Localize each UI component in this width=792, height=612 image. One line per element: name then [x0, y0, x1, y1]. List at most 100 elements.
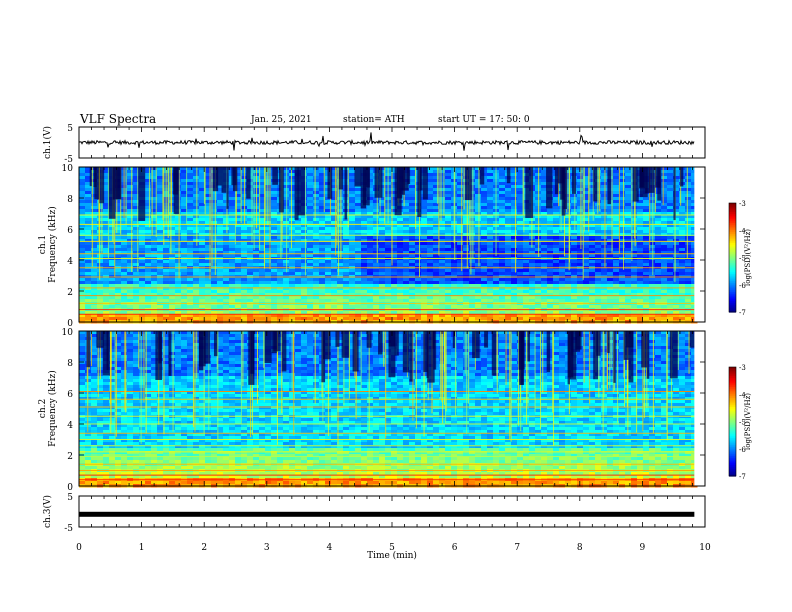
spectrogram-cell: [463, 200, 470, 204]
spectrogram-cell: [271, 206, 278, 210]
spectrogram-cell: [97, 203, 104, 207]
spectrogram-cell: [133, 242, 140, 246]
spectrogram-cell: [685, 194, 692, 198]
spectrogram-cell: [475, 167, 482, 171]
spectrogram-cell: [115, 200, 122, 204]
spectrogram-cell: [175, 251, 182, 255]
spectrogram-cell: [439, 272, 446, 276]
spectrogram-cell: [391, 200, 398, 204]
spectrogram-cell: [301, 299, 308, 303]
spectrogram-cell: [547, 248, 554, 252]
spectrogram-cell: [565, 194, 572, 198]
spectrogram-cell: [643, 263, 650, 267]
spectrogram-cell: [217, 293, 224, 297]
spectrogram-cell: [427, 206, 434, 210]
spectrogram-cell: [373, 209, 380, 213]
spectrogram-cell: [613, 194, 620, 198]
spectrogram-cell: [421, 212, 428, 216]
spectrogram-cell: [427, 263, 434, 267]
spectrogram-cell: [133, 188, 140, 192]
spectrogram-cell: [493, 290, 500, 294]
spectrogram-cell: [343, 218, 350, 222]
spectrogram-cell: [535, 296, 542, 300]
spectrogram-cell: [583, 242, 590, 246]
spectrogram-cell: [187, 191, 194, 195]
spectrogram-cell: [427, 179, 434, 183]
spectrogram-cell: [673, 224, 680, 228]
spectrogram-cell: [475, 194, 482, 198]
spectrogram-cell: [481, 188, 488, 192]
spectrogram-cell: [157, 281, 164, 285]
spectrogram-cell: [169, 194, 176, 198]
spectrogram-cell: [673, 278, 680, 282]
spectrogram-cell: [541, 293, 548, 297]
spectrogram-cell: [439, 263, 446, 267]
spectrogram-cell: [481, 245, 488, 249]
spectrogram-cell: [643, 242, 650, 246]
spectrogram-cell: [499, 167, 506, 171]
spectrogram-cell: [397, 224, 404, 228]
spectrogram-cell: [361, 224, 368, 228]
spectrogram-cell: [673, 245, 680, 249]
spectrogram-cell: [349, 215, 356, 219]
spectrogram-cell: [103, 239, 110, 243]
spectrogram-cell: [409, 200, 416, 204]
spectrogram-cell: [247, 272, 254, 276]
spectrogram-cell: [403, 272, 410, 276]
spectrogram-cell: [301, 269, 308, 273]
spectrogram-cell: [601, 260, 608, 264]
spectrogram-cell: [583, 251, 590, 255]
spectrogram-cell: [403, 197, 410, 201]
spectrogram-cell: [475, 236, 482, 240]
spectrogram-cell: [331, 242, 338, 246]
spectrogram-cell: [331, 305, 338, 309]
spectrogram-cell: [391, 269, 398, 273]
spectrogram-cell: [679, 188, 686, 192]
spectrogram-cell: [469, 278, 476, 282]
spectrogram-cell: [187, 215, 194, 219]
spectrogram-cell: [361, 281, 368, 285]
spectrogram-cell: [211, 299, 218, 303]
spectrogram-cell: [85, 191, 92, 195]
spectrogram-cell: [571, 221, 578, 225]
spectrogram-cell: [337, 251, 344, 255]
spectrogram-cell: [379, 212, 386, 216]
spectrogram-cell: [253, 305, 260, 309]
spectrogram-cell: [235, 209, 242, 213]
spectrogram-cell: [601, 281, 608, 285]
spectrogram-cell: [403, 287, 410, 291]
spectrogram-cell: [613, 281, 620, 285]
spectrogram-cell: [223, 284, 230, 288]
spectrogram-cell: [139, 227, 146, 231]
spectrogram-cell: [235, 287, 242, 291]
spectrogram-cell: [691, 194, 698, 198]
spectrogram-cell: [313, 185, 320, 189]
spectrogram-cell: [451, 281, 458, 285]
spectrogram-cell: [445, 185, 452, 189]
spectrogram-cell: [517, 278, 524, 282]
spectrogram-cell: [595, 269, 602, 273]
spectrogram-cell: [511, 188, 518, 192]
spectrogram-cell: [547, 218, 554, 222]
spectrogram-cell: [511, 242, 518, 246]
spectrogram-cell: [85, 290, 92, 294]
spectrogram-cell: [271, 263, 278, 267]
spectrogram-cell: [181, 227, 188, 231]
spectrogram-cell: [367, 236, 374, 240]
spectrogram-cell: [205, 224, 212, 228]
spectrogram-cell: [541, 170, 548, 174]
spectrogram-cell: [271, 290, 278, 294]
spectrogram-cell: [103, 188, 110, 192]
spectrogram-cell: [619, 248, 626, 252]
spectrogram-cell: [601, 278, 608, 282]
spectrogram-cell: [157, 188, 164, 192]
spectrogram-cell: [673, 179, 680, 183]
spectrogram-cell: [223, 251, 230, 255]
spectrogram-cell: [517, 254, 524, 258]
spectrogram-cell: [655, 299, 662, 303]
spectrogram-cell: [235, 251, 242, 255]
spectrogram-cell: [487, 182, 494, 186]
spectrogram-cell: [589, 212, 596, 216]
spectrogram-cell: [583, 299, 590, 303]
spectrogram-cell: [193, 224, 200, 228]
